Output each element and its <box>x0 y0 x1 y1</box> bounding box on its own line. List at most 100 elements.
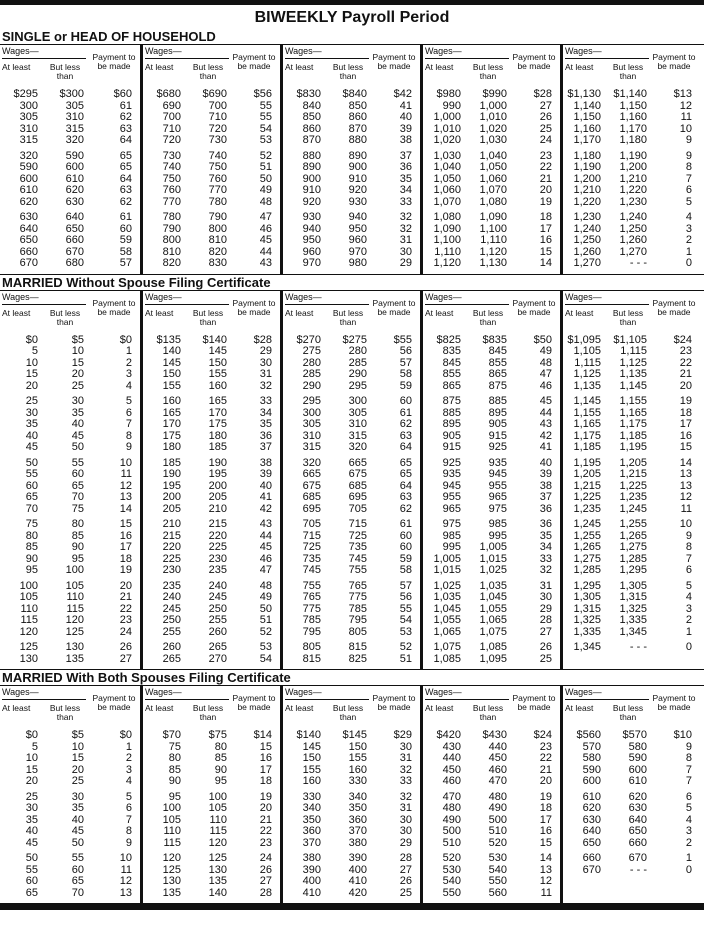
but-less-than-cell: 1,325 <box>619 602 647 615</box>
payment-cell: 26 <box>539 641 552 653</box>
but-less-than-cell: 600 <box>628 763 647 776</box>
table-row: 1,045 1,055 29 <box>423 603 560 616</box>
payment-cell: 1 <box>125 345 132 357</box>
table-row: 640 650 3 <box>563 825 700 838</box>
table-row: 1,080 1,090 18 <box>423 211 560 224</box>
but-less-than-cell: 215 <box>208 518 227 530</box>
table-row: 1,025 1,035 31 <box>423 580 560 593</box>
payment-cell: 32 <box>399 763 412 776</box>
at-least-cell: $560 <box>576 729 601 741</box>
payment-cell: 40 <box>399 111 412 123</box>
at-least-cell: 1,040 <box>433 161 461 173</box>
at-least-cell: 105 <box>162 813 181 826</box>
table-row: 510 520 15 <box>423 837 560 850</box>
at-least-cell: 60 <box>25 479 38 492</box>
table-row: 480 490 18 <box>423 802 560 815</box>
table-row: 750 760 50 <box>143 173 280 186</box>
payment-cell: 55 <box>399 602 412 615</box>
table-row: 170 175 35 <box>143 418 280 431</box>
group-body: $825 $835 $50 835 845 49 845 855 48 855 865 47 865 87… <box>423 329 560 670</box>
at-least-cell: 45 <box>25 441 38 453</box>
but-less-than-cell: 640 <box>65 211 84 223</box>
at-least-cell: 810 <box>162 245 181 258</box>
at-least-cell: 1,050 <box>433 172 461 185</box>
payment-cell: 45 <box>259 234 272 246</box>
but-less-than-cell: 90 <box>214 763 227 776</box>
but-less-than-cell: 40 <box>71 813 84 826</box>
but-less-than-cell: 935 <box>488 456 507 469</box>
at-least-cell: 1,015 <box>433 564 461 576</box>
at-least-cell: 55 <box>25 468 38 480</box>
at-least-cell: 1,010 <box>433 122 461 135</box>
at-least-cell: 1,210 <box>573 184 601 196</box>
table-row: 5 10 1 <box>0 345 140 358</box>
but-less-than-cell: 1,265 <box>619 529 647 542</box>
but-less-than-cell: 675 <box>348 468 367 480</box>
but-less-than-cell: 65 <box>71 479 84 492</box>
payment-cell: 20 <box>539 184 552 196</box>
table-row: 1,285 1,295 6 <box>563 564 700 577</box>
but-less-than-cell: 955 <box>488 479 507 492</box>
but-less-than-cell: 845 <box>488 345 507 357</box>
payment-cell: 7 <box>685 552 692 565</box>
at-least-cell: 1,195 <box>573 456 601 469</box>
payment-cell: 28 <box>259 886 272 899</box>
at-least-cell: 1,270 <box>573 257 601 269</box>
at-least-cell: 380 <box>302 852 321 864</box>
payment-cell: 1 <box>685 625 692 638</box>
but-less-than-cell: 1,315 <box>619 591 647 603</box>
payment-cell: $42 <box>393 88 412 100</box>
but-less-than-cell: 780 <box>208 195 227 208</box>
but-less-than-cell: 285 <box>348 356 367 369</box>
table-row: 835 845 49 <box>423 345 560 358</box>
but-less-than-cell: 820 <box>208 245 227 258</box>
payment-cell: 16 <box>119 529 132 542</box>
table-row: 725 735 60 <box>283 541 420 554</box>
at-least-cell: 1,145 <box>573 395 601 407</box>
wages-label: Wages— <box>2 47 86 59</box>
payment-cell: 20 <box>119 579 132 592</box>
at-least-cell: 115 <box>163 836 181 849</box>
but-less-than-cell: 1,030 <box>479 134 507 146</box>
payment-cell: 47 <box>539 368 552 380</box>
group-body: $135 $140 $28 140 145 29 145 150 30 150 155 31 155 16… <box>143 329 280 670</box>
payment-cell: 4 <box>685 591 692 603</box>
column-group: Wages— At least But less than Payment to be… <box>140 45 280 274</box>
payment-cell: 25 <box>539 122 552 135</box>
table-row: $560 $570 $10 <box>563 729 700 742</box>
payment-cell: 41 <box>539 441 552 453</box>
table-row: 20 25 4 <box>0 775 140 788</box>
table-row: 340 350 31 <box>283 802 420 815</box>
payment-cell: 34 <box>399 184 412 196</box>
table-row: 100 105 20 <box>143 802 280 815</box>
table-row: 985 995 35 <box>423 530 560 543</box>
payment-cell: 3 <box>685 222 692 235</box>
payment-cell: 27 <box>539 99 552 112</box>
at-least-cell: $1,130 <box>567 88 601 100</box>
but-less-than-cell: 220 <box>208 529 227 542</box>
table-row: 1,195 1,205 14 <box>563 456 700 470</box>
table-row: 400 410 26 <box>283 875 420 888</box>
payment-cell: 53 <box>259 641 272 653</box>
payment-cell: $28 <box>253 333 272 346</box>
table-row: 255 260 52 <box>143 626 280 639</box>
table-row: 540 550 12 <box>423 875 560 888</box>
but-less-than-cell: 75 <box>71 502 84 515</box>
at-least-cell: 745 <box>302 564 321 576</box>
payment-cell: 49 <box>259 184 272 196</box>
at-least-cell: 880 <box>302 149 321 162</box>
but-less-than-cell: 80 <box>71 518 84 530</box>
at-least-cell: 670 <box>582 863 601 876</box>
but-less-than-cell: 1,040 <box>479 149 507 162</box>
but-less-than-label: But less than <box>192 307 224 327</box>
table-row: 115 120 23 <box>0 614 140 627</box>
payment-cell: 65 <box>399 468 412 480</box>
but-less-than-cell: 985 <box>488 518 507 530</box>
table-row: 715 725 60 <box>283 530 420 543</box>
payment-cell: 11 <box>120 468 132 480</box>
at-least-label: At least <box>285 703 314 713</box>
but-less-than-label: But less than <box>332 62 364 81</box>
but-less-than-cell: 470 <box>488 775 507 787</box>
at-least-cell: 755 <box>302 579 321 592</box>
payment-cell: 55 <box>259 111 272 123</box>
